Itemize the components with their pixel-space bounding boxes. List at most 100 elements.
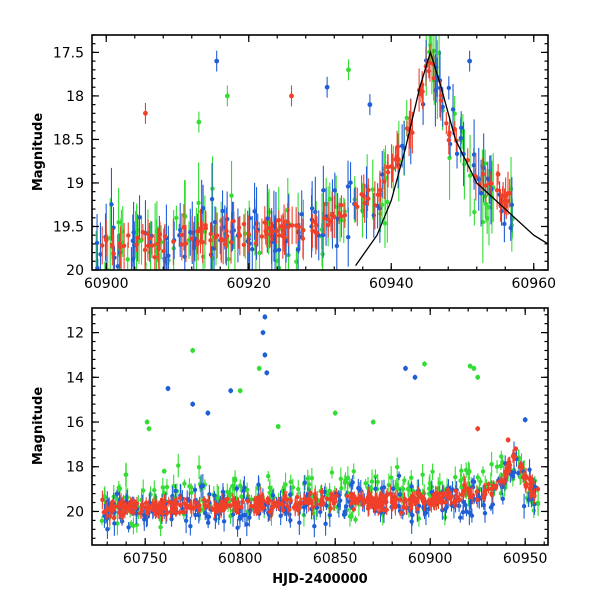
red-data-point <box>189 236 195 241</box>
green-data-point <box>152 487 157 493</box>
red-data-point <box>119 513 124 519</box>
red-data-point <box>166 499 171 504</box>
red-data-point <box>138 510 143 516</box>
red-data-point <box>329 492 335 497</box>
green-data-point <box>339 486 344 491</box>
red-data-point <box>245 499 251 504</box>
blue-data-point <box>446 85 452 91</box>
blue-data-point <box>166 253 171 258</box>
top-panel: 60900 60920 60940 60960 17.5 18 18.5 19 19.5 20 M… <box>31 26 556 292</box>
blue-data-point <box>224 216 230 222</box>
blue-data-point <box>346 234 351 240</box>
red-data-point <box>345 493 350 499</box>
red-data-point <box>202 501 207 507</box>
blue-data-point <box>288 518 293 523</box>
red-data-point <box>459 492 465 498</box>
blue-outlier-point <box>165 386 171 391</box>
red-data-point <box>293 501 299 507</box>
green-data-point <box>174 215 179 221</box>
green-data-point <box>327 196 333 202</box>
green-data-point <box>379 202 385 207</box>
green-outlier-point <box>471 365 477 371</box>
blue-data-point <box>440 104 445 110</box>
blue-outlier-point <box>190 401 196 407</box>
green-data-point <box>394 464 400 470</box>
green-data-point <box>370 187 375 192</box>
blue-data-point <box>210 275 214 279</box>
green-outlier-point <box>146 426 152 432</box>
y-tick-label: 19.5 <box>53 219 84 235</box>
red-data-point <box>110 244 115 249</box>
x-tick-label: 60900 <box>84 276 129 292</box>
red-data-point <box>223 242 228 247</box>
green-data-point <box>189 485 194 490</box>
bottom-panel-frame <box>91 307 549 546</box>
blue-data-point <box>334 243 340 249</box>
top-panel-ylabel: Magnitude <box>31 113 46 192</box>
red-data-point <box>384 507 389 513</box>
blue-data-point <box>115 264 121 269</box>
red-data-point <box>297 500 303 505</box>
blue-outlier-point <box>467 58 473 64</box>
blue-data-point <box>327 513 333 518</box>
blue-data-point <box>244 522 249 527</box>
green-data-point <box>430 26 434 30</box>
red-data-point <box>415 490 420 495</box>
blue-data-point <box>278 513 283 518</box>
green-data-point <box>176 463 181 468</box>
green-data-point <box>442 515 448 520</box>
green-data-point <box>395 486 401 491</box>
red-data-point <box>254 229 259 234</box>
blue-data-point <box>230 512 236 517</box>
green-data-point <box>296 486 301 492</box>
green-data-point <box>382 221 388 226</box>
green-data-point <box>327 488 332 494</box>
red-data-point <box>225 496 230 502</box>
y-tick-label: 17.5 <box>53 45 84 61</box>
green-outlier-point <box>346 67 351 73</box>
red-data-point <box>246 231 251 237</box>
red-data-point <box>188 506 194 511</box>
green-data-point <box>267 490 272 496</box>
red-data-point <box>433 491 438 496</box>
blue-data-point <box>234 486 240 491</box>
red-data-point <box>535 486 541 492</box>
red-data-point <box>177 510 182 515</box>
blue-data-point <box>341 512 347 517</box>
blue-data-point <box>237 516 243 522</box>
red-outlier-point <box>143 110 148 116</box>
green-data-point <box>182 481 187 486</box>
red-data-point <box>276 233 282 238</box>
blue-data-point <box>511 470 517 475</box>
blue-data-point <box>169 516 174 522</box>
green-data-point <box>475 475 481 480</box>
green-data-point <box>478 479 483 484</box>
blue-data-point <box>105 526 110 532</box>
green-outlier-point <box>275 424 281 429</box>
green-data-point <box>329 470 335 475</box>
blue-data-point <box>470 479 475 484</box>
blue-data-point <box>207 492 212 497</box>
x-tick-label: 60850 <box>313 551 358 567</box>
red-data-point <box>274 229 279 234</box>
red-data-point <box>219 499 225 504</box>
red-data-point <box>256 508 261 514</box>
red-data-point <box>451 500 456 505</box>
blue-outlier-point <box>205 410 211 416</box>
blue-data-point <box>132 278 136 282</box>
blue-data-point <box>250 247 255 252</box>
green-data-point <box>489 461 494 467</box>
red-data-point <box>263 228 268 234</box>
red-data-point <box>181 225 187 230</box>
x-tick-label: 60960 <box>511 276 556 292</box>
green-data-point <box>531 508 536 513</box>
red-data-point <box>171 509 176 514</box>
red-data-point <box>145 506 151 512</box>
green-outlier-point <box>422 361 427 367</box>
red-data-point <box>262 220 268 225</box>
blue-data-point <box>212 219 218 225</box>
green-data-point <box>494 464 500 469</box>
red-data-point <box>286 224 291 230</box>
red-data-point <box>174 501 179 506</box>
red-data-point <box>230 497 235 503</box>
